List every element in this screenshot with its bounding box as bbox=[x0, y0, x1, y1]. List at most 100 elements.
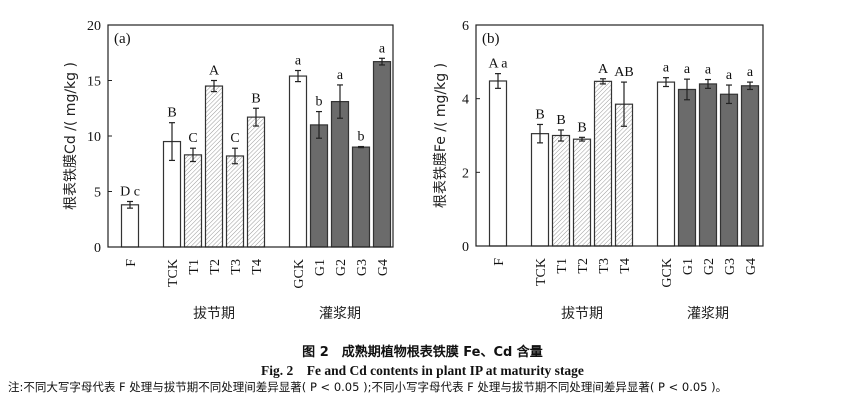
group-label-filling: 灌浆期 bbox=[687, 306, 729, 322]
x-tick-label-G4: G4 bbox=[744, 258, 759, 275]
significance-letter-T4: B bbox=[251, 91, 260, 106]
significance-letter-T3: A bbox=[598, 62, 609, 77]
error-bar-T2 bbox=[211, 79, 217, 93]
caption-chinese: 图 2 成熟期植物根表铁膜 Fe、Cd 含量 bbox=[302, 345, 543, 360]
bar-G4 bbox=[372, 61, 392, 248]
significance-letter-TCK: B bbox=[167, 106, 176, 121]
bar-G3 bbox=[351, 146, 371, 248]
significance-letter-T4: AB bbox=[614, 65, 633, 80]
y-tick-label: 10 bbox=[87, 130, 101, 145]
error-bar-G4 bbox=[747, 81, 753, 91]
error-bar-T3 bbox=[232, 147, 238, 165]
significance-letter-F: A a bbox=[488, 57, 508, 72]
x-tick-label-T4: T4 bbox=[618, 258, 633, 274]
x-tick-label-T2: T2 bbox=[576, 258, 591, 274]
x-tick-label-T1: T1 bbox=[555, 258, 570, 274]
significance-letter-G3: b bbox=[358, 130, 365, 145]
caption-english: Fig. 2 Fe and Cd contents in plant IP at… bbox=[261, 363, 584, 378]
bar-G1 bbox=[309, 124, 329, 248]
y-tick-label: 0 bbox=[462, 240, 469, 255]
y-tick-label: 15 bbox=[87, 75, 101, 90]
bar-TCK bbox=[530, 133, 550, 247]
error-bar-F bbox=[127, 200, 133, 209]
significance-letter-G4: a bbox=[379, 41, 386, 56]
error-bar-TCK bbox=[169, 122, 175, 162]
significance-letter-TCK: B bbox=[535, 107, 544, 122]
group-label-filling: 灌浆期 bbox=[319, 306, 361, 322]
bar-GCK bbox=[656, 81, 676, 247]
x-tick-label-G4: G4 bbox=[376, 259, 391, 276]
error-bar-T4 bbox=[621, 81, 627, 127]
x-tick-label-G2: G2 bbox=[702, 258, 717, 275]
significance-letter-T3: C bbox=[230, 131, 239, 146]
x-tick-label-T2: T2 bbox=[208, 259, 223, 275]
x-tick-label-GCK: GCK bbox=[660, 258, 675, 288]
y-axis-label: 根表铁膜Fe /( mg/kg ) bbox=[433, 63, 449, 208]
error-bar-G3 bbox=[358, 145, 364, 149]
panel-label: (a) bbox=[114, 31, 131, 47]
y-tick-label: 20 bbox=[87, 19, 101, 34]
plot-frame bbox=[475, 24, 764, 247]
y-tick-label: 0 bbox=[94, 241, 101, 256]
x-tick-label-G1: G1 bbox=[681, 258, 696, 275]
significance-letter-G3: a bbox=[726, 68, 733, 83]
bar-F bbox=[120, 204, 140, 248]
x-tick-label-G2: G2 bbox=[334, 259, 349, 276]
x-tick-label-T3: T3 bbox=[597, 258, 612, 274]
y-tick-label: 6 bbox=[462, 19, 469, 34]
significance-letter-T2: B bbox=[577, 120, 586, 135]
error-bar-TCK bbox=[537, 123, 543, 144]
bar-G2 bbox=[330, 100, 350, 248]
significance-letter-G2: a bbox=[705, 63, 712, 78]
error-bar-T2 bbox=[579, 136, 585, 142]
significance-letter-G2: a bbox=[337, 68, 344, 83]
significance-letter-T1: C bbox=[188, 131, 197, 146]
bar-T3 bbox=[593, 80, 613, 247]
group-label-jointing: 拔节期 bbox=[193, 306, 235, 322]
bar-GCK bbox=[288, 75, 308, 248]
error-bar-G2 bbox=[337, 84, 343, 119]
bar-T4 bbox=[246, 116, 266, 248]
x-tick-label-T4: T4 bbox=[250, 259, 265, 275]
significance-letter-GCK: a bbox=[663, 61, 670, 76]
error-bar-G2 bbox=[705, 78, 711, 89]
significance-letter-F: D c bbox=[120, 184, 140, 199]
bar-G2 bbox=[698, 83, 718, 247]
bar-T1 bbox=[551, 134, 571, 247]
y-tick-label: 4 bbox=[462, 93, 469, 108]
bar-F bbox=[488, 80, 508, 247]
significance-letter-T1: B bbox=[556, 113, 565, 128]
y-tick-label: 2 bbox=[462, 166, 469, 181]
x-tick-label-TCK: TCK bbox=[534, 258, 549, 286]
bar-T3 bbox=[225, 155, 245, 248]
x-tick-label-G1: G1 bbox=[313, 259, 328, 276]
x-tick-label-G3: G3 bbox=[723, 258, 738, 275]
error-bar-G1 bbox=[316, 110, 322, 139]
bar-G3 bbox=[719, 93, 739, 247]
chart-panel-b: A a F B TCK B T1 B T2 A T3 AB T4 a GCK a G1 a G2 a G3 a G4 0 2 4… bbox=[433, 19, 764, 322]
error-bar-T1 bbox=[558, 129, 564, 142]
error-bar-T4 bbox=[253, 107, 259, 127]
error-bar-GCK bbox=[295, 69, 301, 83]
error-bar-G4 bbox=[379, 57, 385, 66]
error-bar-G3 bbox=[726, 84, 732, 105]
error-bar-GCK bbox=[663, 77, 669, 88]
significance-letter-G4: a bbox=[747, 65, 754, 80]
chart-panel-a: D c F B TCK C T1 A T2 C T3 B T4 a GCK b G1 a G2 b G3 a G4 0 5 10… bbox=[63, 19, 394, 322]
x-tick-label-G3: G3 bbox=[355, 259, 370, 276]
significance-letter-GCK: a bbox=[295, 54, 302, 69]
y-axis-label: 根表铁膜Cd /( mg/kg ) bbox=[63, 62, 79, 210]
error-bar-G1 bbox=[684, 78, 690, 101]
caption-note: 注:不同大写字母代表 F 处理与拔节期不同处理间差异显著( P < 0.05 )… bbox=[8, 380, 728, 394]
bar-T1 bbox=[183, 154, 203, 248]
x-tick-label-F: F bbox=[124, 259, 139, 267]
group-label-jointing: 拔节期 bbox=[561, 306, 603, 322]
bar-T2 bbox=[204, 85, 224, 248]
bar-G4 bbox=[740, 85, 760, 247]
x-tick-label-T1: T1 bbox=[187, 259, 202, 275]
x-tick-label-GCK: GCK bbox=[292, 259, 307, 289]
figure-svg: D c F B TCK C T1 A T2 C T3 B T4 a GCK b G1 a G2 b G3 a G4 0 5 10… bbox=[63, 19, 764, 322]
error-bar-T3 bbox=[600, 78, 606, 85]
bar-T2 bbox=[572, 138, 592, 247]
significance-letter-G1: a bbox=[684, 62, 691, 77]
